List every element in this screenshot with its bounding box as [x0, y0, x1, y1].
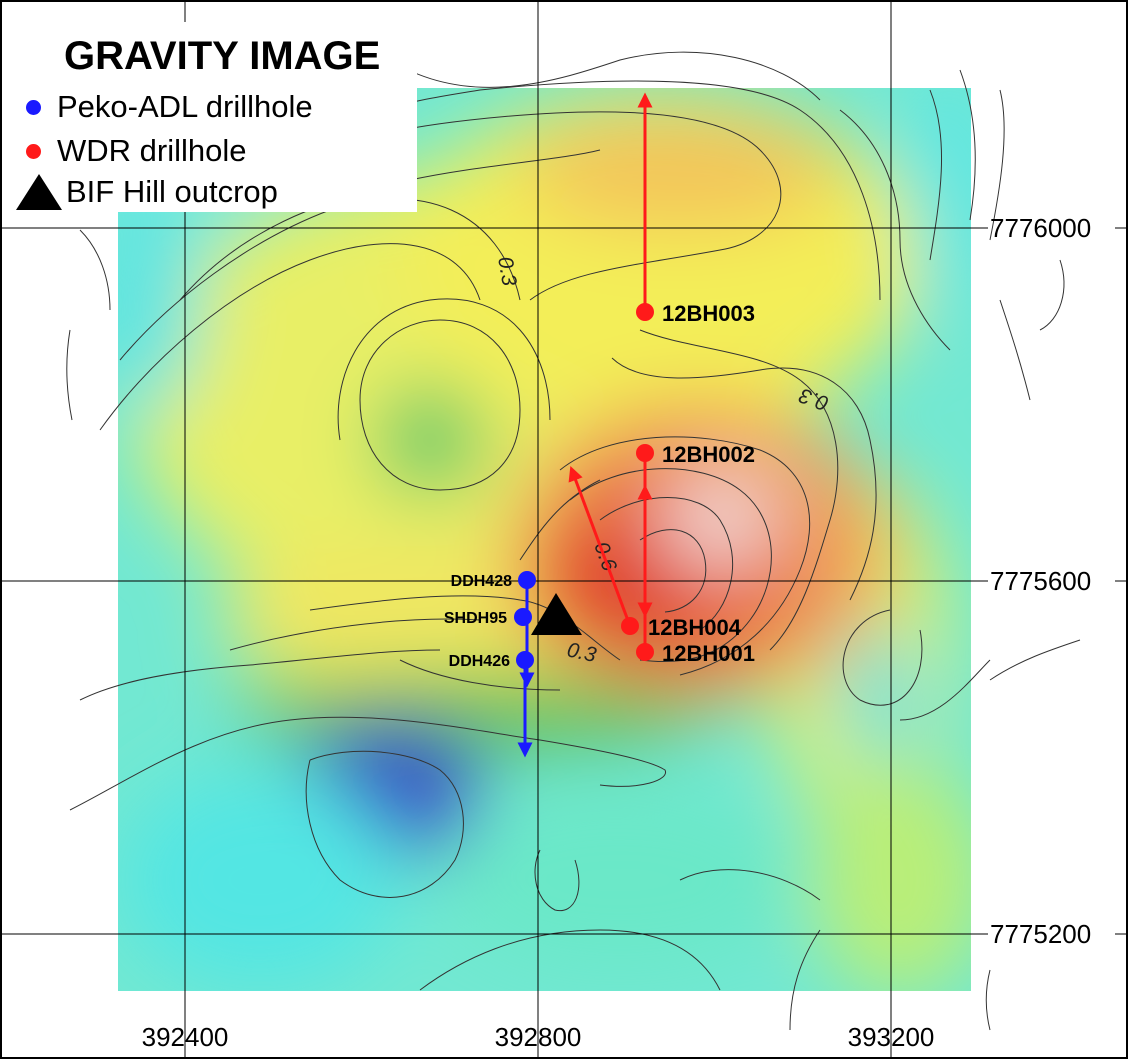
legend: GRAVITY IMAGE Peko-ADL drillhole WDR dri… [12, 22, 417, 212]
drillhole-SHDH95-marker [514, 608, 532, 626]
drillhole-label-12BH001: 12BH001 [662, 641, 755, 666]
wdr-drill-traces [568, 92, 653, 652]
drillhole-label-12BH003: 12BH003 [662, 301, 755, 326]
blue-circle-icon [26, 99, 41, 115]
drill-trace-12BH004 [568, 465, 632, 627]
drillhole-12BH002-marker [636, 444, 654, 462]
legend-item-peko-adl: Peko-ADL drillhole [26, 89, 313, 125]
y-tick-label: 7776000 [990, 213, 1091, 243]
legend-title: GRAVITY IMAGE [64, 34, 381, 78]
drillhole-label-DDH428: DDH428 [451, 573, 512, 590]
legend-item-label: BIF Hill outcrop [66, 174, 278, 209]
red-circle-icon [26, 143, 41, 159]
drillhole-label-12BH004: 12BH004 [648, 615, 742, 640]
peko-collars [514, 571, 536, 669]
drillhole-label-DDH426: DDH426 [449, 653, 510, 670]
drillhole-label-12BH002: 12BH002 [662, 442, 755, 467]
legend-item-label: Peko-ADL drillhole [57, 89, 313, 124]
y-tick-label: 7775200 [990, 919, 1091, 949]
y-tick-label: 7775600 [990, 566, 1091, 596]
drillhole-label-SHDH95: SHDH95 [444, 610, 507, 627]
axis-labels: 392400 392800 393200 7776000 7775600 777… [142, 213, 1092, 1052]
drillhole-DDH426-marker [516, 651, 534, 669]
drillhole-12BH003-marker [636, 303, 654, 321]
x-tick-label: 392800 [495, 1022, 582, 1052]
x-tick-label: 393200 [848, 1022, 935, 1052]
drillhole-DDH428-marker [518, 571, 536, 589]
legend-item-label: WDR drillhole [57, 133, 247, 168]
legend-item-bif-hill: BIF Hill outcrop [16, 174, 278, 210]
drillhole-labels: 12BH003 12BH002 12BH004 12BH001 DDH428 S… [444, 301, 755, 670]
contour-label: 0.3 [493, 255, 521, 288]
black-triangle-icon [16, 174, 62, 210]
x-tick-label: 392400 [142, 1022, 229, 1052]
drillhole-12BH004-marker [621, 617, 639, 635]
legend-item-wdr: WDR drillhole [26, 133, 246, 169]
wdr-collars [621, 303, 654, 661]
drillhole-12BH001-marker [636, 643, 654, 661]
bif-hill-outcrop-icon [531, 593, 582, 635]
gravity-image [118, 88, 971, 991]
